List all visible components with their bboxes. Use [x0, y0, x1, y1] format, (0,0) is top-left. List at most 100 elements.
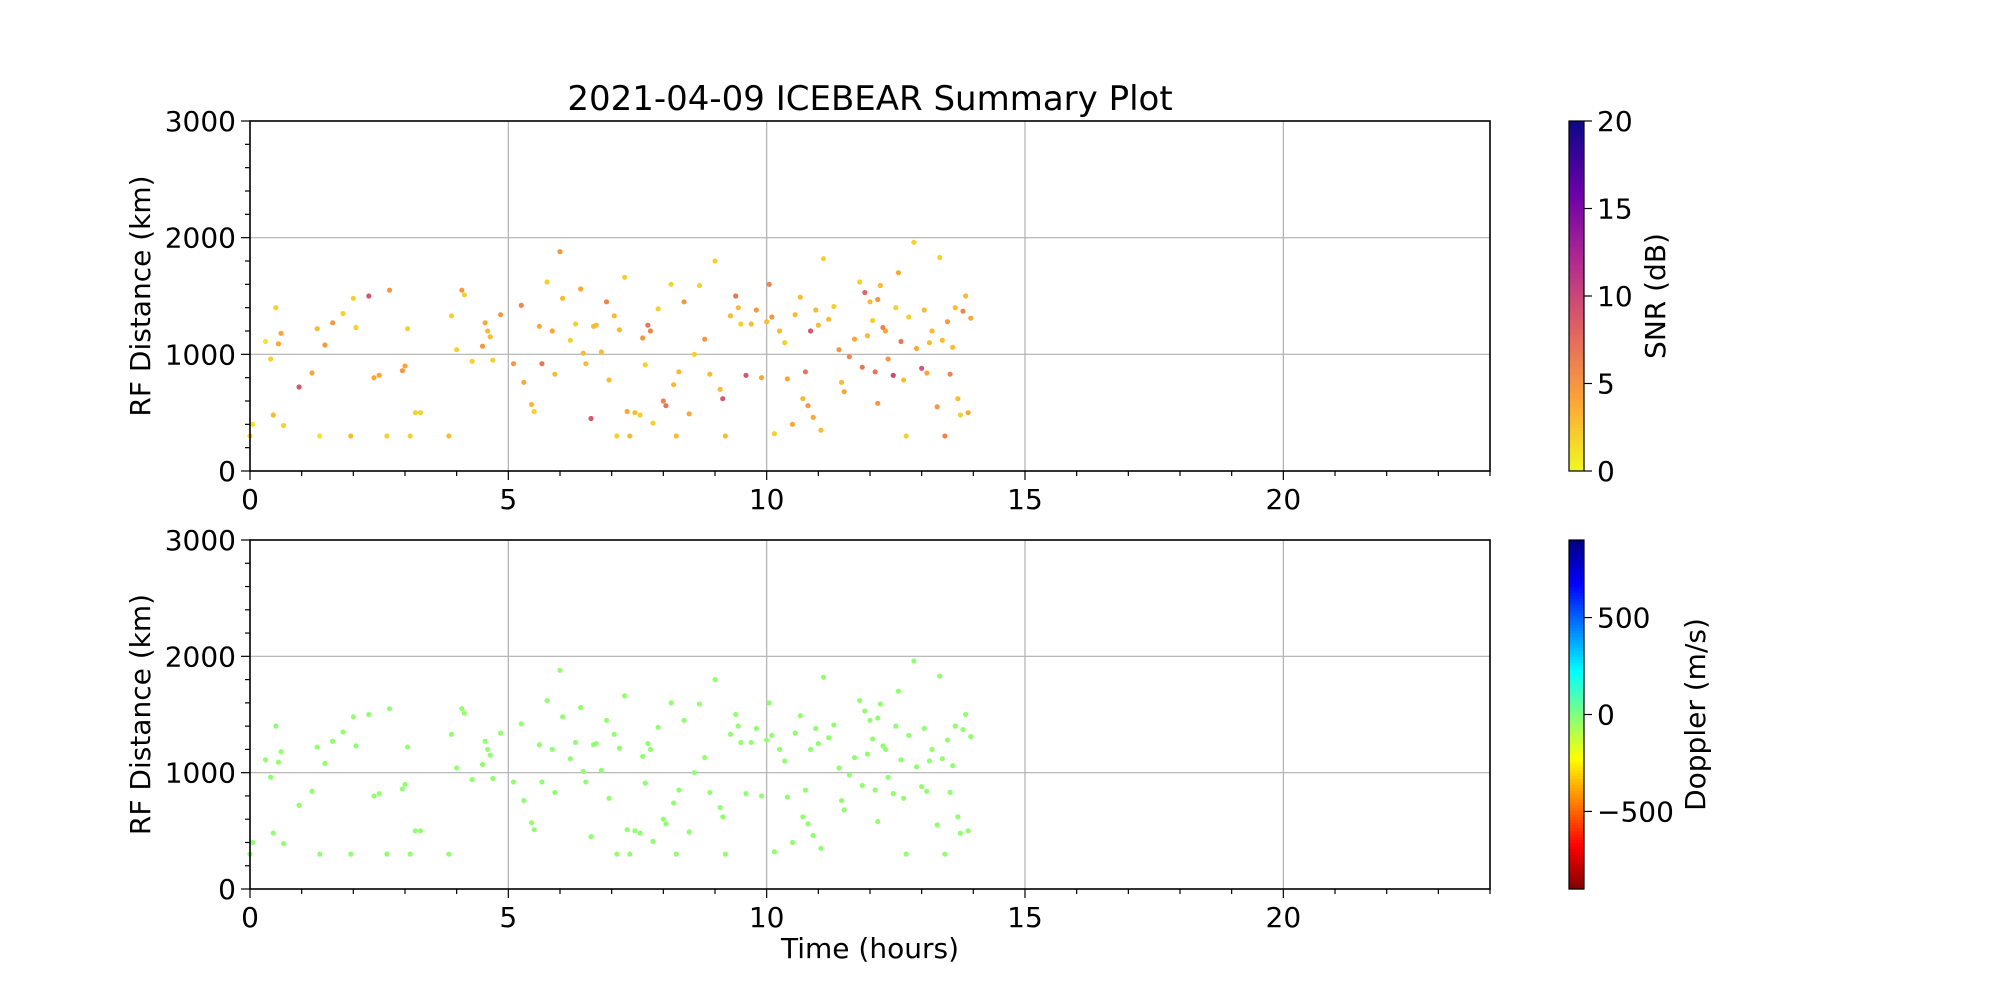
data-point	[818, 845, 824, 851]
data-point	[386, 706, 393, 712]
data-point	[939, 337, 945, 343]
colorbar-segment	[1569, 833, 1584, 838]
data-point	[838, 379, 845, 385]
y-tick-label: 1000	[165, 338, 236, 371]
data-point	[764, 319, 770, 325]
data-point	[461, 710, 468, 716]
data-point	[567, 337, 573, 343]
colorbar-segment	[1569, 272, 1584, 277]
colorbar-segment	[1569, 752, 1584, 756]
colorbar-segment	[1569, 737, 1584, 742]
y-axis-label: RF Distance (km)	[124, 594, 157, 835]
data-point	[650, 838, 656, 844]
x-tick-label: 20	[1266, 483, 1302, 516]
colorbar-segment	[1569, 798, 1584, 803]
data-point	[528, 820, 535, 826]
colorbar-segment	[1569, 682, 1584, 687]
colorbar-segment	[1569, 633, 1584, 637]
data-point	[805, 821, 811, 827]
colorbar-segment	[1569, 226, 1584, 230]
colorbar-segment	[1569, 769, 1584, 774]
colorbar-segment	[1569, 275, 1584, 280]
data-point	[789, 839, 796, 846]
data-point	[960, 308, 966, 314]
data-point	[911, 658, 917, 664]
colorbar-segment	[1569, 389, 1584, 393]
data-point	[624, 827, 630, 833]
colorbar-segment	[1569, 281, 1584, 285]
colorbar-segment	[1569, 804, 1584, 809]
colorbar-segment	[1569, 656, 1584, 660]
colorbar-segment	[1569, 886, 1584, 890]
data-point	[766, 281, 772, 287]
colorbar-segment	[1569, 819, 1584, 823]
y-axis-label: RF Distance (km)	[124, 175, 157, 416]
colorbar-segment	[1569, 246, 1584, 250]
data-point	[960, 727, 966, 733]
colorbar-tick-label: 20	[1597, 105, 1633, 138]
x-axis-label: Time (hours)	[780, 932, 959, 965]
colorbar-segment	[1569, 196, 1584, 201]
data-point	[800, 396, 806, 402]
data-point	[588, 834, 594, 840]
colorbar-segment	[1569, 217, 1584, 221]
colorbar-segment	[1569, 659, 1584, 663]
data-point	[296, 802, 302, 808]
colorbar-segment	[1569, 790, 1584, 794]
data-point	[598, 349, 604, 355]
data-point	[376, 372, 382, 378]
data-point	[407, 851, 413, 857]
y-tick-label: 3000	[165, 524, 236, 557]
colorbar-segment	[1569, 456, 1584, 460]
colorbar-segment	[1569, 164, 1584, 169]
data-point	[448, 313, 455, 319]
data-point	[867, 299, 873, 305]
colorbar-segment	[1569, 252, 1584, 256]
data-point	[952, 723, 958, 729]
data-point	[885, 774, 891, 780]
data-point	[642, 780, 648, 786]
data-point	[944, 737, 951, 743]
data-point	[789, 421, 796, 427]
data-point	[722, 851, 728, 857]
data-point	[371, 375, 377, 381]
colorbar-segment	[1569, 368, 1584, 373]
data-point	[583, 779, 589, 785]
data-point	[942, 851, 948, 857]
data-point	[621, 274, 628, 280]
data-point	[810, 414, 816, 420]
colorbar-segment	[1569, 653, 1584, 657]
data-point	[875, 400, 881, 406]
data-point	[743, 791, 749, 797]
data-point	[668, 700, 674, 706]
colorbar-tick-label: −500	[1597, 795, 1674, 828]
data-point	[898, 338, 904, 345]
data-point	[407, 433, 413, 439]
colorbar-segment	[1569, 691, 1584, 695]
data-point	[864, 333, 871, 339]
colorbar-segment	[1569, 371, 1584, 376]
x-tick-label: 10	[749, 901, 785, 934]
colorbar-segment	[1569, 333, 1584, 338]
colorbar-segment	[1569, 284, 1584, 288]
colorbar-segment	[1569, 263, 1584, 268]
colorbar-segment	[1569, 447, 1584, 452]
colorbar-segment	[1569, 150, 1584, 154]
colorbar-segment	[1569, 627, 1584, 631]
colorbar-segment	[1569, 161, 1584, 166]
data-point	[748, 739, 754, 746]
data-point	[735, 723, 741, 729]
colorbar-segment	[1569, 126, 1584, 131]
colorbar-segment	[1569, 571, 1584, 576]
data-point	[906, 314, 912, 320]
data-point	[890, 791, 896, 797]
colorbar-segment	[1569, 304, 1584, 309]
data-point	[792, 730, 798, 736]
data-point	[611, 313, 617, 319]
data-point	[867, 717, 873, 723]
data-point	[270, 830, 276, 836]
data-point	[955, 396, 961, 402]
colorbar-segment	[1569, 328, 1584, 332]
